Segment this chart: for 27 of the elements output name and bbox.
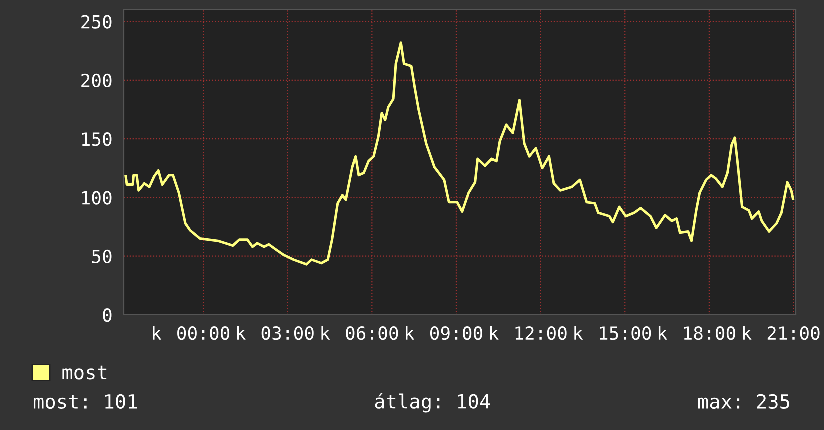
text: k: [153, 326, 162, 340]
text: k: [322, 326, 330, 340]
y-tick-label: 0: [103, 308, 112, 322]
x-tick-label: 09:00: [430, 326, 482, 340]
x-tick-label: 06:00: [346, 326, 398, 340]
x-tick-label: 15:00: [600, 326, 652, 340]
text: k: [490, 326, 499, 340]
text: k: [658, 326, 668, 340]
x-tick-label: 00:00: [178, 326, 230, 340]
x-tick-label: 12:00: [516, 326, 567, 340]
y-tick-label: 50: [92, 250, 112, 264]
y-tick-label: 100: [82, 191, 112, 205]
text: max: 235: [698, 394, 790, 410]
x-tick-label: 03:00: [262, 326, 314, 340]
x-tick-label: 21:00: [768, 326, 820, 340]
text: k: [574, 326, 584, 340]
text: k: [743, 326, 752, 340]
y-tick-label: 250: [82, 15, 112, 29]
text: k: [406, 326, 415, 340]
legend-label: most: [62, 366, 107, 380]
text: most: 101: [34, 394, 137, 410]
y-tick-label: 150: [82, 132, 112, 146]
text: átlag: 104: [375, 393, 490, 413]
text: k: [237, 326, 246, 340]
x-tick-label: 18:00: [684, 326, 736, 340]
y-tick-label: 200: [82, 74, 112, 88]
line-series: [124, 42, 794, 266]
